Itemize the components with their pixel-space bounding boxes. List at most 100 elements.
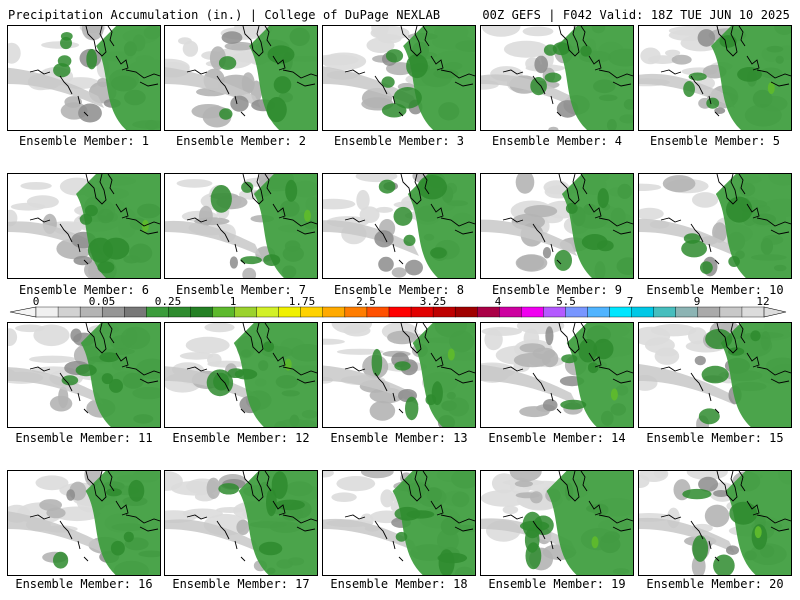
member-map-5 (638, 25, 792, 131)
member-label: Ensemble Member: 8 (333, 283, 465, 297)
member-label: Ensemble Member: 12 (172, 431, 310, 445)
colorbar-swatch (697, 306, 721, 318)
member-map-16 (7, 470, 161, 576)
member-label: Ensemble Member: 17 (172, 577, 310, 591)
precip-green-patches (554, 188, 614, 271)
colorbar-label: 5.5 (556, 296, 576, 308)
colorbar-label: 0.25 (155, 296, 182, 308)
member-map-canvas (8, 323, 160, 427)
coastline (660, 174, 791, 265)
colorbar-swatch (410, 306, 434, 318)
member-label: Ensemble Member: 5 (649, 134, 781, 148)
precip-green (407, 174, 475, 278)
precip-green (561, 174, 633, 278)
precip-green-patches (682, 488, 768, 575)
colorbar-swatch (190, 306, 213, 318)
member-map-17 (164, 470, 318, 576)
member-label: Ensemble Member: 18 (330, 577, 468, 591)
member-label: Ensemble Member: 1 (18, 134, 150, 148)
precip-green-patches (218, 45, 295, 123)
colorbar-swatch (543, 306, 566, 318)
colorbar-swatch (35, 306, 59, 318)
precip-green-patches (206, 341, 275, 397)
member-map-3 (322, 25, 476, 131)
precip-heavy (767, 82, 775, 94)
precip-green (238, 471, 317, 575)
member-map-canvas (165, 174, 317, 278)
member-label: Ensemble Member: 4 (491, 134, 623, 148)
colorbar-swatch (278, 306, 302, 318)
precip-green-patches (371, 348, 443, 421)
precip-band (481, 364, 577, 405)
coastline (186, 26, 317, 117)
colorbar-swatch (146, 306, 169, 318)
precip-heavy (754, 526, 762, 539)
member-map-10 (638, 173, 792, 279)
precip-band (481, 518, 577, 553)
member-label: Ensemble Member: 14 (488, 431, 626, 445)
member-map-12 (164, 322, 318, 428)
member-map-canvas (481, 323, 633, 427)
precip-band (639, 364, 735, 405)
precip-band (481, 219, 577, 256)
precip-green (96, 26, 160, 130)
precip-band (8, 67, 104, 108)
precip-band (323, 365, 419, 405)
member-map-canvas (481, 26, 633, 130)
precip-band (8, 221, 104, 256)
coastline (344, 174, 475, 265)
member-map-canvas (165, 471, 317, 575)
colorbar-swatch (631, 306, 655, 318)
member-map-canvas (165, 26, 317, 130)
precip-band (639, 73, 735, 108)
precip-band (165, 220, 261, 256)
colorbar-right-arrow (763, 306, 787, 318)
coastline (344, 26, 475, 117)
colorbar-swatch (587, 306, 611, 318)
colorbar-swatch (124, 306, 147, 318)
member-label: Ensemble Member: 20 (646, 577, 784, 591)
member-map-20 (638, 470, 792, 576)
colorbar-swatch (366, 306, 390, 318)
colorbar-label: 1.75 (289, 296, 316, 308)
coastline (660, 26, 791, 117)
precip-band (323, 220, 419, 256)
precip-green (725, 471, 791, 575)
colorbar-swatch (432, 306, 456, 318)
member-map-8 (322, 173, 476, 279)
coastline (186, 471, 317, 562)
coastline (344, 471, 475, 562)
run-info: 00Z GEFS | F042 Valid: 18Z TUE JUN 10 20… (482, 8, 790, 22)
coastline (29, 471, 160, 562)
colorbar-label: 9 (694, 296, 701, 308)
member-map-canvas (639, 323, 791, 427)
colorbar-swatch (741, 306, 765, 318)
member-map-canvas (8, 174, 160, 278)
coastline (29, 26, 160, 117)
precip-band (323, 518, 419, 553)
member-map-18 (322, 470, 476, 576)
map-title: Precipitation Accumulation (in.) | Colle… (8, 8, 441, 22)
precip-green-patches (378, 175, 447, 259)
precip-green-patches (53, 479, 145, 569)
colorbar-swatch (521, 306, 544, 318)
coastline (344, 323, 475, 414)
colorbar-label: 12 (756, 296, 769, 308)
member-map-canvas (8, 471, 160, 575)
member-label: Ensemble Member: 3 (333, 134, 465, 148)
member-map-canvas (639, 471, 791, 575)
member-map-canvas (323, 26, 475, 130)
member-label: Ensemble Member: 9 (491, 283, 623, 297)
coastline (502, 174, 633, 265)
precip-heavy (304, 209, 311, 222)
member-label: Ensemble Member: 15 (646, 431, 784, 445)
colorbar-swatch (719, 306, 743, 318)
precip-green-patches (53, 32, 98, 78)
colorbar-swatch (499, 306, 522, 318)
colorbar-swatch (565, 306, 589, 318)
precip-green-patches (530, 42, 592, 96)
member-map-canvas (481, 471, 633, 575)
colorbar-swatch (300, 306, 324, 318)
member-map-2 (164, 25, 318, 131)
colorbar-label: 3.25 (420, 296, 447, 308)
